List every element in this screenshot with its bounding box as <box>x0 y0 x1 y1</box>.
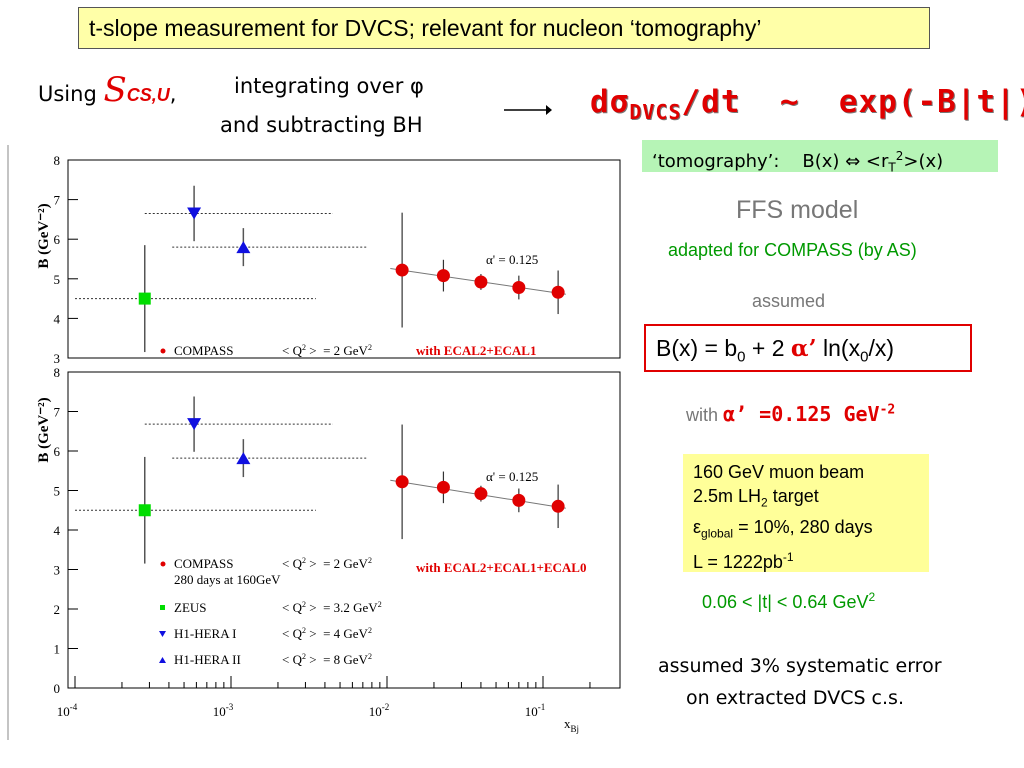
bottom-compass-point <box>474 487 488 501</box>
top-legend-compass: COMPASS <box>174 343 234 358</box>
bottom-xtick-label: 10-2 <box>369 702 390 719</box>
bottom-zeus-point <box>138 504 151 517</box>
bx-formula-box: B(x) = b0 + 2 α’ ln(x0/x) <box>644 324 972 372</box>
s-symbol: S <box>103 70 127 110</box>
adapted-label: adapted for COMPASS (by AS) <box>668 240 917 260</box>
top-zeus-point <box>138 292 151 305</box>
top-ytick-label: 7 <box>54 193 61 208</box>
top-marks <box>75 185 566 353</box>
top-chart-frame <box>67 159 621 359</box>
legend-h1b-q2: < Q2 > = 8 GeV2 <box>282 652 372 667</box>
bottom-ytick-label: 2 <box>54 602 61 617</box>
slide-title: t-slope measurement for DVCS; relevant f… <box>78 7 930 49</box>
bottom-ylabel: B (GeV⁻²) <box>36 397 52 462</box>
top-compass-point <box>551 285 565 299</box>
top-alpha-label: α' = 0.125 <box>486 252 538 267</box>
top-ytick-label: 5 <box>54 272 61 287</box>
top-ytick-label: 8 <box>54 153 61 168</box>
bottom-xticks: 10-4 10-3 10-2 10-1 <box>57 676 591 719</box>
legend-h1a-marker <box>159 631 166 637</box>
tslope-charts: B (GeV⁻²) 3 4 5 6 7 8 α' = 0.125 COMPASS < Q2… <box>7 145 621 740</box>
legend-zeus-q2: < Q2 > = 3.2 GeV2 <box>282 600 382 615</box>
bottom-ytick-label: 7 <box>54 405 61 420</box>
bottom-marks <box>75 396 566 564</box>
alpha-value: with α’ =0.125 GeV-2 <box>686 402 896 426</box>
top-compass-point <box>474 275 488 289</box>
top-yticks: 3 4 5 6 7 8 <box>54 153 78 366</box>
legend-zeus-marker <box>160 605 165 610</box>
bottom-h1b-point <box>236 452 251 465</box>
bottom-xtick-label: 10-1 <box>525 702 546 719</box>
bottom-alpha-label: α' = 0.125 <box>486 469 538 484</box>
bottom-h1a-point <box>187 418 202 431</box>
top-ytick-label: 4 <box>54 311 61 326</box>
bottom-legend-days: 280 days at 160GeV <box>174 572 281 587</box>
top-compass-point <box>512 281 526 295</box>
bottom-ytick-label: 8 <box>54 365 61 380</box>
bottom-legend-compass-q2: < Q2 > = 2 GeV2 <box>282 556 372 571</box>
systematic-line1: assumed 3% systematic error <box>658 655 942 677</box>
bottom-legend-compass-marker <box>160 561 166 567</box>
bottom-xtick-label: 10-4 <box>57 702 78 719</box>
bottom-ytick-label: 3 <box>54 563 61 578</box>
legend-h1a-q2: < Q2 > = 4 GeV2 <box>282 626 372 641</box>
top-ylabel: B (GeV⁻²) <box>36 203 52 268</box>
top-legend: COMPASS < Q2 > = 2 GeV2 with ECAL2+ECAL1 <box>160 343 536 358</box>
legend-zeus: ZEUS <box>174 600 207 615</box>
bottom-yticks: 0 1 2 3 4 5 6 7 8 <box>54 365 78 696</box>
bottom-xlabel: xBj <box>564 716 579 734</box>
legend-h1b: H1-HERA II <box>174 652 241 667</box>
legend-h1a: H1-HERA I <box>174 626 236 641</box>
top-h1a-point <box>187 207 202 220</box>
subtracting-text: and subtracting BH <box>220 113 423 137</box>
arrow-right-icon <box>504 105 552 115</box>
systematic-line2: on extracted DVCS c.s. <box>686 687 904 709</box>
bottom-legend-ecal: with ECAL2+ECAL1+ECAL0 <box>416 560 586 575</box>
top-compass-point <box>436 269 450 283</box>
bottom-compass-point <box>551 499 565 513</box>
dvcs-formula: dσDVCS/dt ~ exp(-B|t|) <box>590 84 1024 125</box>
top-h1b-point <box>236 241 251 254</box>
top-legend-compass-marker <box>160 348 166 354</box>
bottom-ytick-label: 5 <box>54 484 61 499</box>
top-compass-point <box>395 263 409 277</box>
bottom-compass-point <box>512 493 526 507</box>
tomography-box: ‘tomography’: B(x) ⇔ <rT2>(x) <box>642 140 998 175</box>
assumed-label: assumed <box>752 291 826 311</box>
ffs-model-label: FFS model <box>736 196 859 224</box>
bottom-ytick-label: 4 <box>54 523 61 538</box>
bottom-ytick-label: 0 <box>54 681 61 696</box>
bottom-compass-point <box>395 475 409 489</box>
top-legend-ecal: with ECAL2+ECAL1 <box>416 343 536 358</box>
bottom-compass-point <box>436 480 450 494</box>
bottom-legend-compass: COMPASS <box>174 556 234 571</box>
t-range: 0.06 < |t| < 0.64 GeV2 <box>702 590 876 612</box>
s-subscript: CS,U <box>126 85 170 105</box>
bottom-ytick-label: 1 <box>54 642 61 657</box>
using-text: Using SCS,U, <box>38 70 177 110</box>
bottom-legend: COMPASS < Q2 > = 2 GeV2 280 days at 160G… <box>159 556 586 667</box>
legend-h1b-marker <box>159 657 166 663</box>
top-ytick-label: 3 <box>54 351 61 366</box>
bottom-ytick-label: 6 <box>54 444 61 459</box>
top-legend-q2: < Q2 > = 2 GeV2 <box>282 343 372 358</box>
bottom-xtick-label: 10-3 <box>213 702 234 719</box>
top-ytick-label: 6 <box>54 232 61 247</box>
integrating-text: integrating over φ <box>234 74 424 98</box>
parameters-box: 160 GeV muon beam 2.5m LH2 target εgloba… <box>683 454 929 572</box>
